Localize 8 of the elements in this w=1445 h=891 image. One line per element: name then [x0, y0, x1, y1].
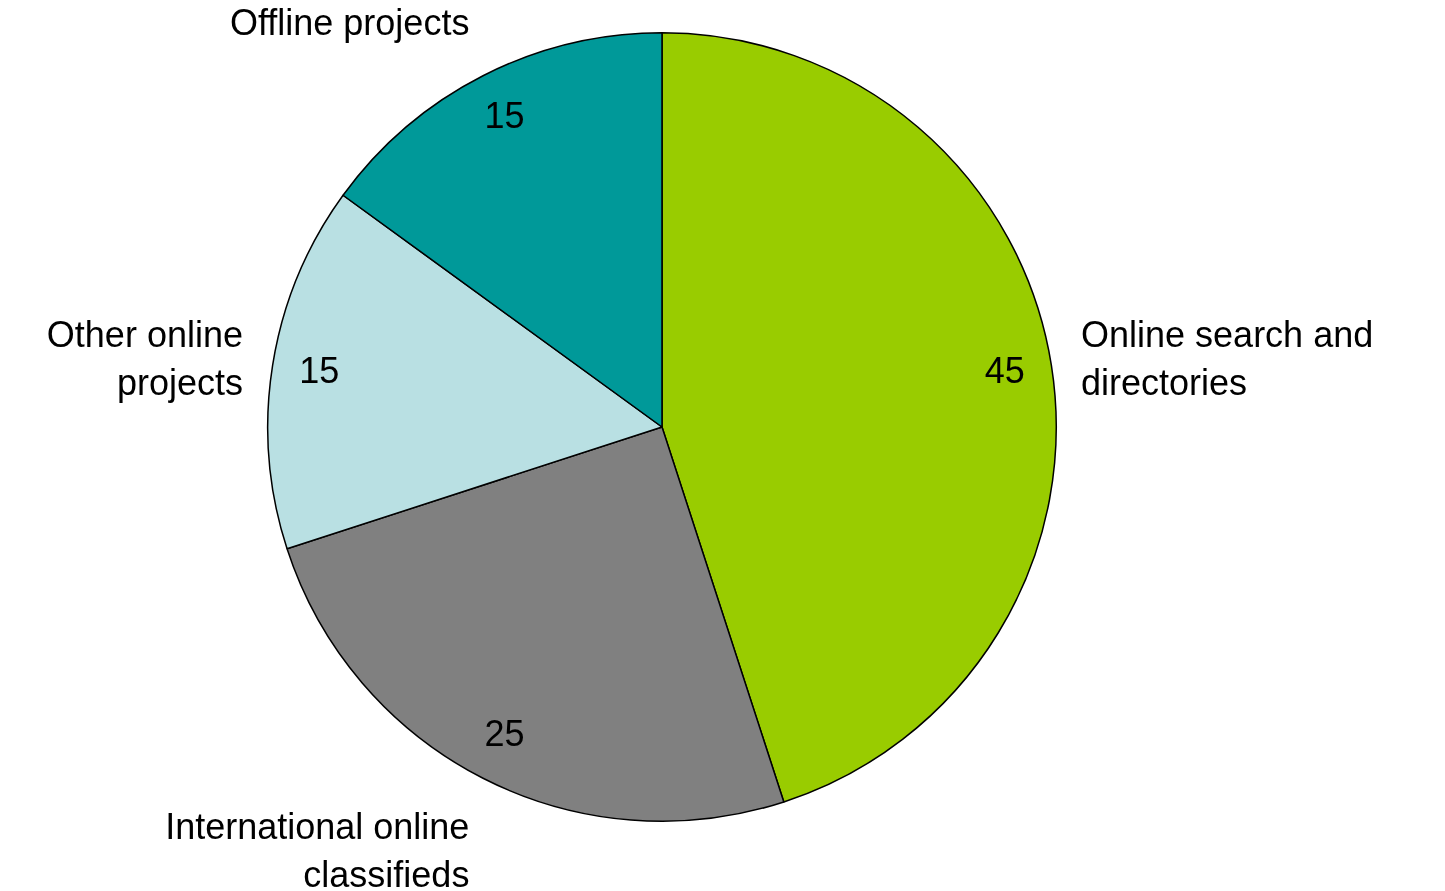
data-label: 15 [484, 94, 525, 136]
slice-label: Offline projects [229, 1, 470, 43]
slice-label: International online classifieds [165, 805, 470, 891]
data-label: 15 [299, 349, 340, 391]
data-label: 25 [484, 713, 525, 755]
data-label: 45 [984, 349, 1025, 391]
slice-label: Online search and directories [1081, 313, 1374, 403]
slice-label: Other online projects [46, 313, 243, 403]
